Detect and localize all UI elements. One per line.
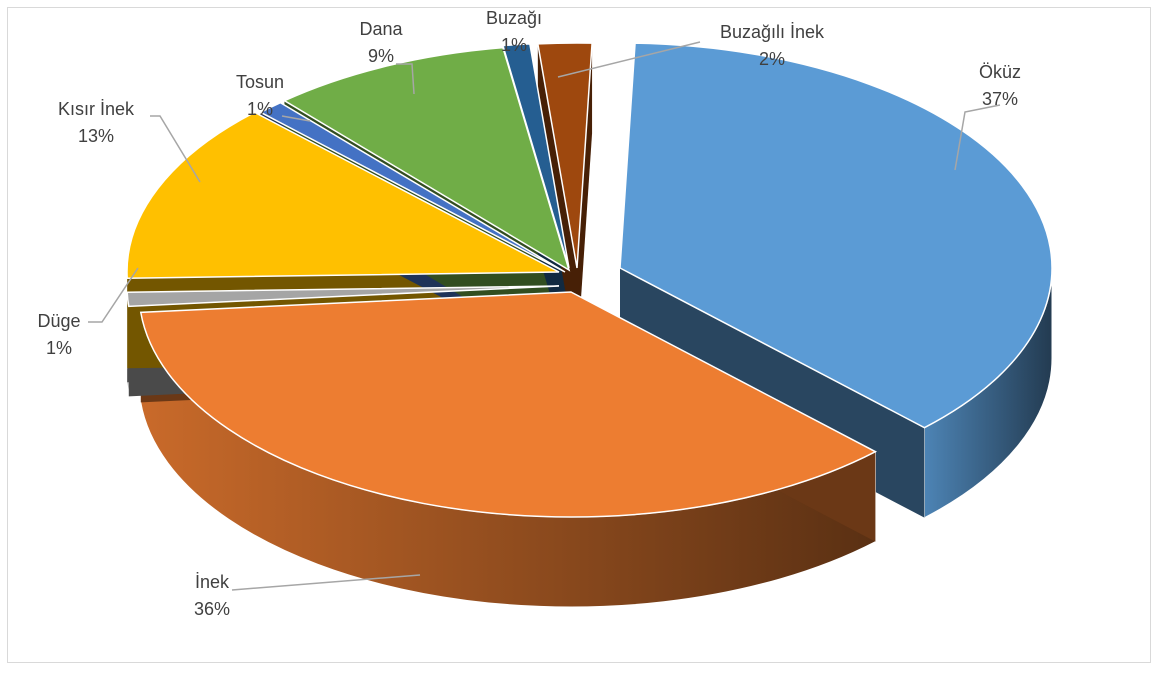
slice-1 [139,291,878,518]
category-label-7: Buzağılı İnek [720,22,825,42]
slice-0 [619,42,1053,429]
value-label-2: 1% [46,338,72,358]
category-label-3: Kısır İnek [58,99,135,119]
leader-line-4 [281,115,311,122]
slice-2 [126,285,560,308]
leader-line-7 [557,41,701,78]
value-label-5: 9% [368,46,394,66]
value-label-7: 2% [759,49,785,69]
leader-line-3 [150,115,201,183]
value-label-4: 1% [247,99,273,119]
leader-line-1 [231,574,421,591]
value-label-6: 1% [501,35,527,55]
value-label-0: 37% [982,89,1018,109]
slice-3 [126,111,560,280]
category-label-6: Buzağı [486,8,542,28]
value-label-1: 36% [194,599,230,619]
slice-7 [536,42,593,269]
category-label-5: Dana [359,19,403,39]
category-label-2: Düge [37,311,80,331]
slice-5 [282,46,571,272]
leader-line-2 [88,267,139,323]
slice-4 [258,101,566,273]
leader-line-5 [396,63,415,95]
slice-6 [501,43,570,269]
category-label-1: İnek [195,572,230,592]
category-label-4: Tosun [236,72,284,92]
category-label-0: Öküz [979,62,1021,82]
value-label-3: 13% [78,126,114,146]
leader-line-0 [954,104,1001,171]
